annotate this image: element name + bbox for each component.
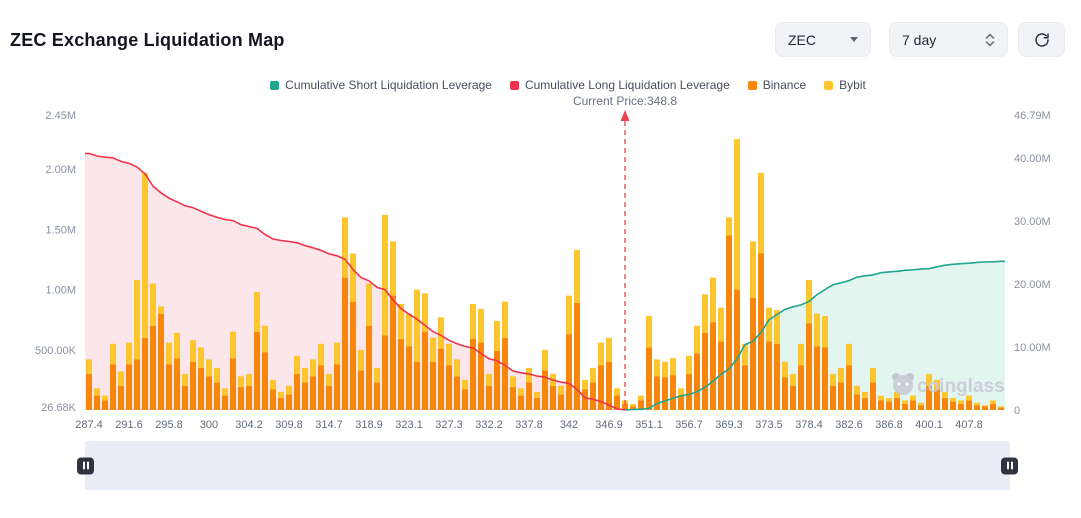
svg-text:0: 0 (1014, 405, 1020, 417)
coin-select-value: ZEC (788, 31, 816, 48)
y-axis-left: 2.45M 2.00M 1.50M 1.00M 500.00K 26.68K (35, 110, 77, 414)
timeframe-select-value: 7 day (902, 31, 937, 48)
svg-text:304.2: 304.2 (235, 419, 263, 431)
svg-text:20.00M: 20.00M (1014, 279, 1051, 291)
svg-text:318.9: 318.9 (355, 419, 383, 431)
svg-text:309.8: 309.8 (275, 419, 303, 431)
svg-text:295.8: 295.8 (155, 419, 183, 431)
svg-text:369.3: 369.3 (715, 419, 743, 431)
svg-text:500.00K: 500.00K (35, 345, 77, 357)
short-leverage-swatch (270, 80, 280, 90)
legend-item-binance[interactable]: Binance (747, 78, 807, 92)
chart-scrollbar[interactable] (77, 441, 1018, 490)
page-title: ZEC Exchange Liquidation Map (10, 30, 285, 50)
short-leverage-line (624, 260, 1005, 411)
svg-text:382.6: 382.6 (835, 419, 863, 431)
svg-text:300: 300 (200, 419, 218, 431)
svg-text:314.7: 314.7 (315, 419, 343, 431)
long-leverage-line (85, 152, 626, 411)
scrollbar-left-handle[interactable] (77, 457, 94, 474)
legend-item-cumulative-short[interactable]: Cumulative Short Liquidation Leverage (270, 78, 492, 92)
bybit-swatch (824, 80, 834, 90)
svg-text:386.8: 386.8 (875, 419, 903, 431)
svg-text:2.00M: 2.00M (45, 164, 76, 176)
svg-text:327.3: 327.3 (435, 419, 463, 431)
svg-text:378.4: 378.4 (795, 419, 823, 431)
svg-text:287.4: 287.4 (75, 419, 103, 431)
refresh-icon (1034, 32, 1049, 47)
svg-text:26.68K: 26.68K (41, 402, 77, 414)
svg-text:46.79M: 46.79M (1014, 110, 1051, 122)
refresh-button[interactable] (1018, 22, 1065, 57)
svg-text:323.1: 323.1 (395, 419, 423, 431)
legend-item-label: Bybit (839, 78, 866, 92)
timeframe-select[interactable]: 7 day (889, 22, 1008, 57)
current-price-arrow-icon (620, 110, 630, 121)
svg-text:373.5: 373.5 (755, 419, 783, 431)
svg-text:400.1: 400.1 (915, 419, 943, 431)
current-price-label: Current Price:348.8 (573, 95, 677, 108)
svg-text:351.1: 351.1 (635, 419, 663, 431)
legend-item-label: Cumulative Long Liquidation Leverage (524, 78, 730, 92)
svg-text:coinglass: coinglass (917, 376, 1005, 397)
binance-swatch (747, 80, 757, 90)
svg-text:346.9: 346.9 (595, 419, 623, 431)
svg-text:332.2: 332.2 (475, 419, 503, 431)
svg-text:40.00M: 40.00M (1014, 153, 1051, 165)
legend-item-label: Cumulative Short Liquidation Leverage (285, 78, 492, 92)
legend-item-label: Binance (762, 78, 807, 92)
x-axis: 287.4 291.6 295.8 300 304.2 309.8 314.7 318.9 32… (75, 419, 983, 431)
y-axis-right: 46.79M 40.00M 30.00M 20.00M 10.00M 0 (1014, 110, 1051, 417)
svg-text:30.00M: 30.00M (1014, 216, 1051, 228)
svg-text:356.7: 356.7 (675, 419, 703, 431)
svg-text:342: 342 (560, 419, 578, 431)
svg-text:10.00M: 10.00M (1014, 342, 1051, 354)
liquidation-bars (86, 139, 1004, 410)
legend-item-cumulative-long[interactable]: Cumulative Long Liquidation Leverage (509, 78, 730, 92)
chart-legend: Cumulative Short Liquidation Leverage Cu… (95, 78, 1041, 92)
coinglass-watermark: coinglass (892, 373, 1005, 397)
svg-text:2.45M: 2.45M (45, 110, 76, 122)
liquidation-chart[interactable]: Current Price:348.8 2.45M 2.00M 1.50M 1.00M 5… (0, 95, 1081, 435)
svg-text:291.6: 291.6 (115, 419, 143, 431)
coin-select[interactable]: ZEC (775, 22, 871, 57)
svg-text:1.00M: 1.00M (45, 285, 76, 297)
svg-text:407.8: 407.8 (955, 419, 983, 431)
stepper-icon (985, 33, 995, 46)
scrollbar-right-handle[interactable] (1001, 457, 1018, 474)
chevron-down-icon (850, 37, 858, 42)
svg-text:1.50M: 1.50M (45, 224, 76, 236)
long-leverage-swatch (509, 80, 519, 90)
legend-item-bybit[interactable]: Bybit (824, 78, 866, 92)
svg-text:337.8: 337.8 (515, 419, 543, 431)
